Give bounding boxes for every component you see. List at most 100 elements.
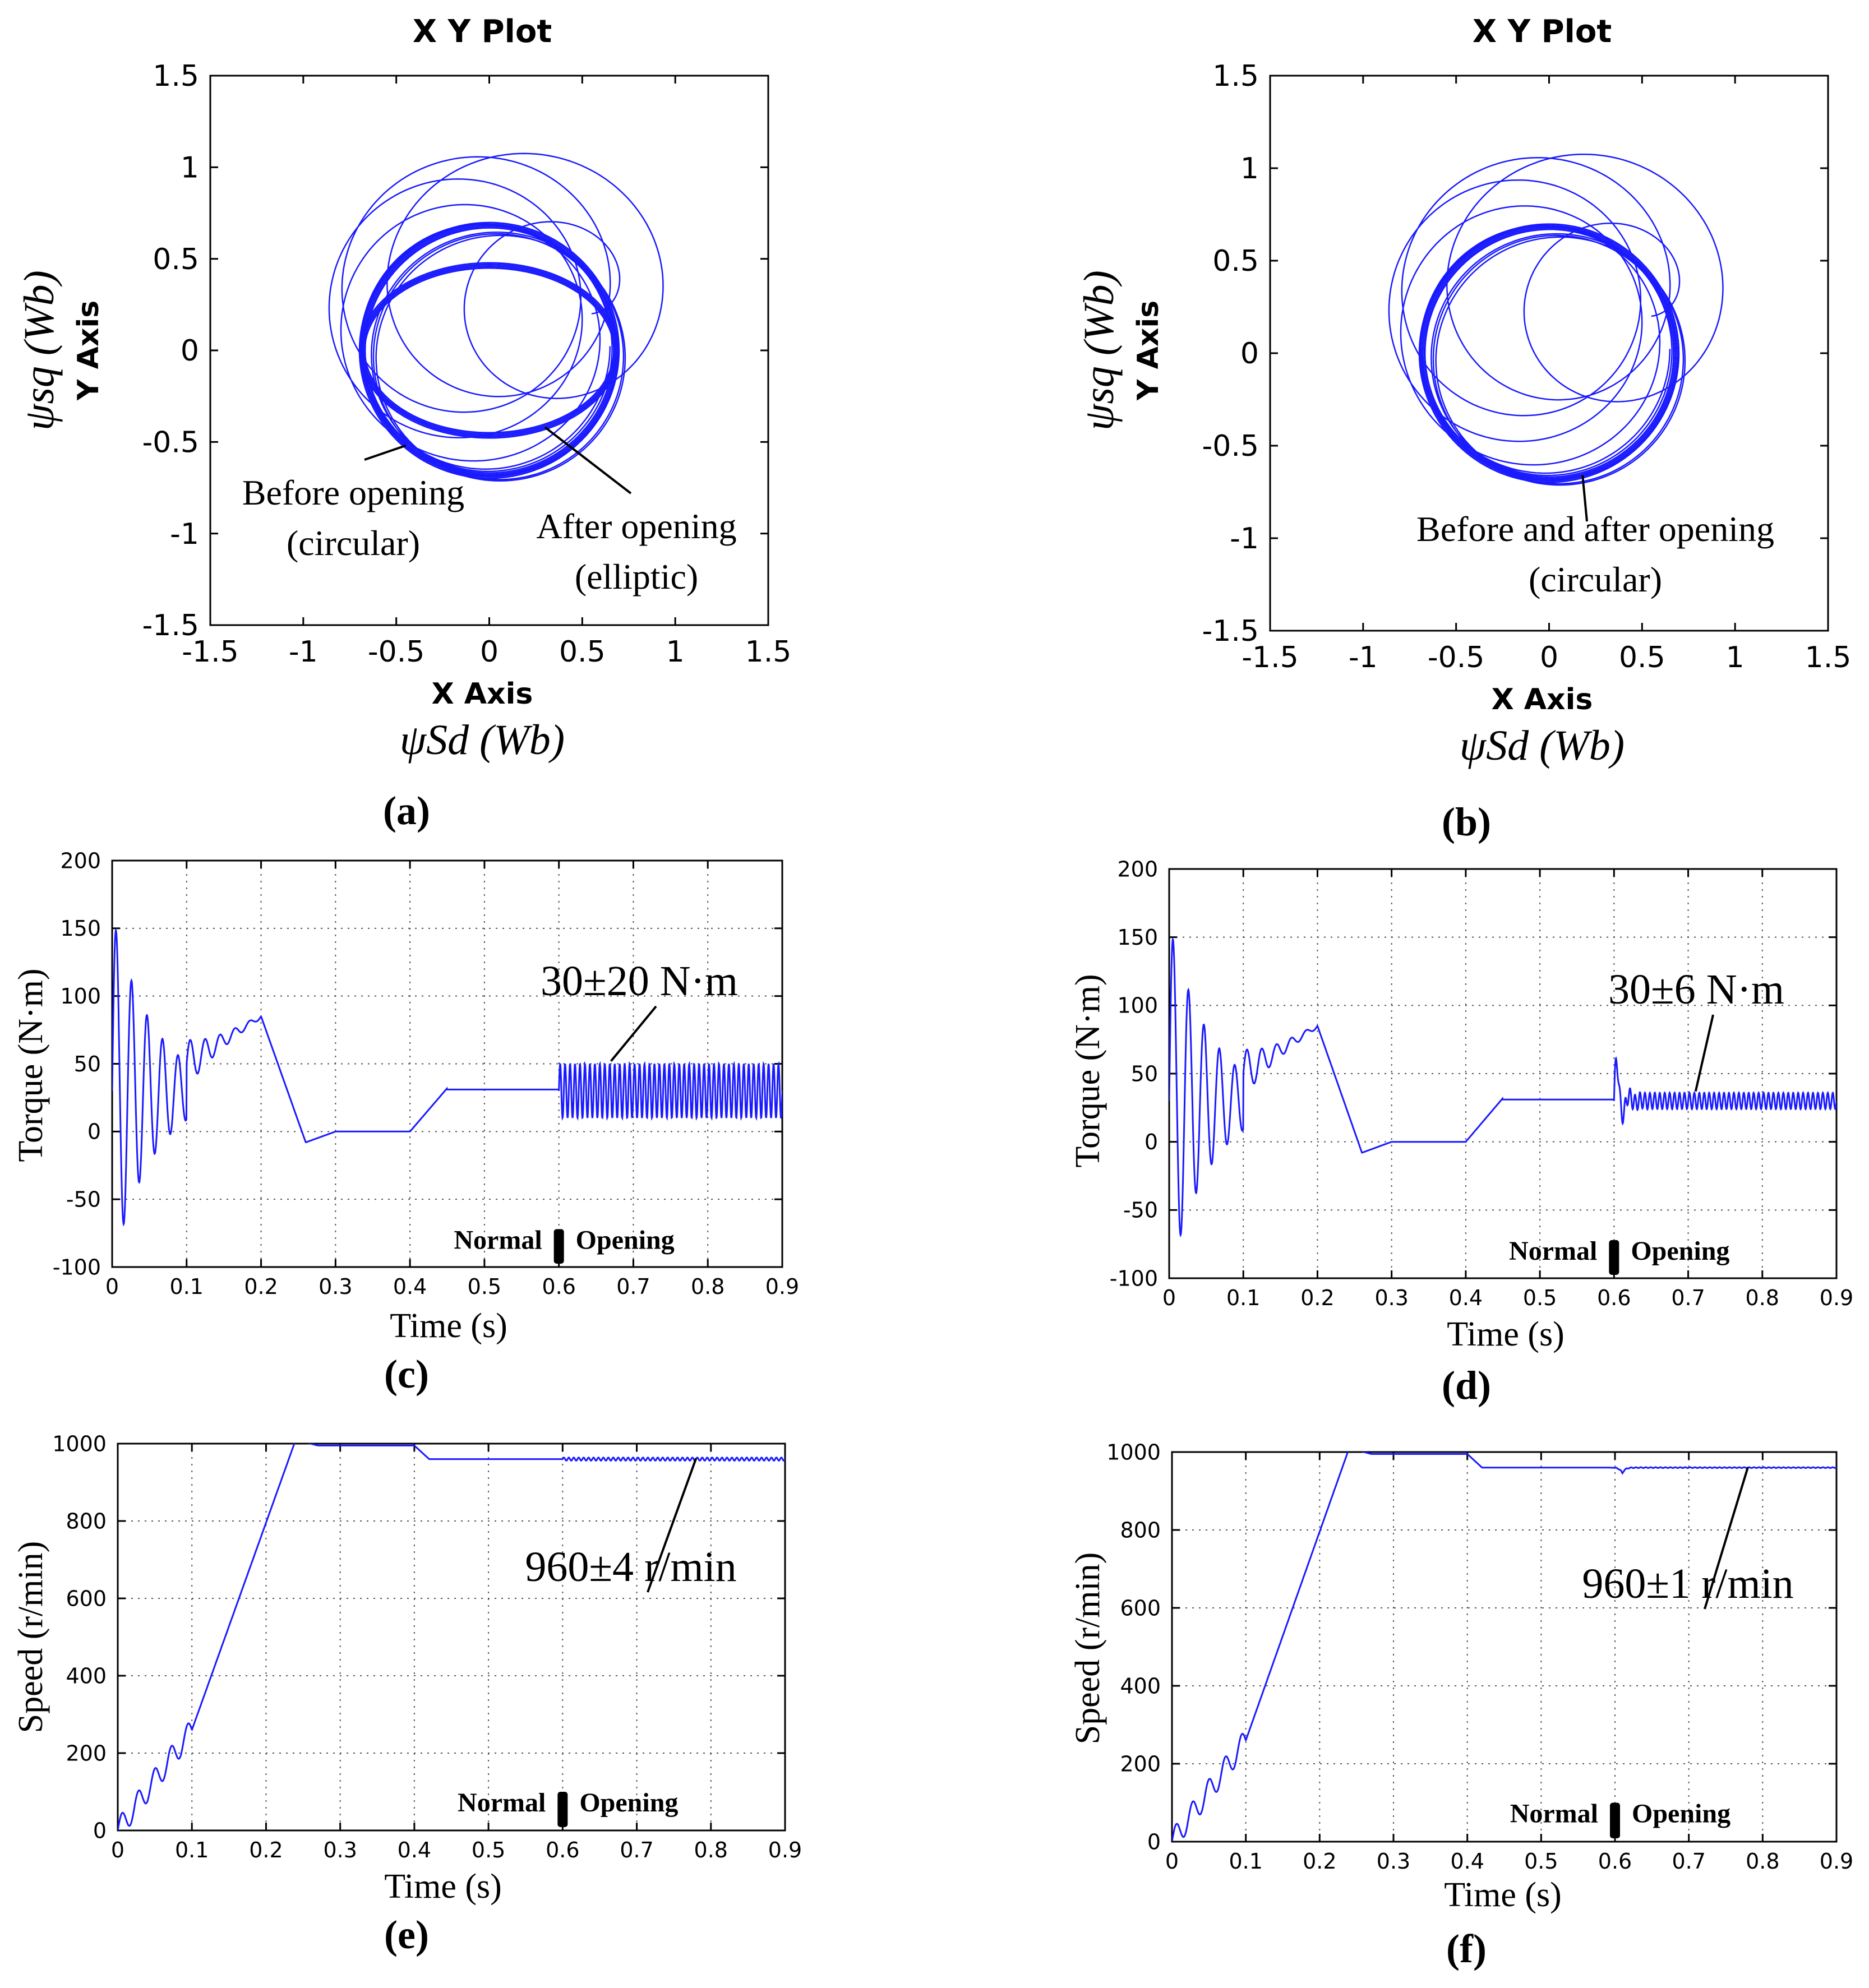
x-tick-label: 0.6 (546, 1838, 579, 1862)
y-tick-label: -0.5 (142, 426, 199, 460)
orbit-ellipse-1 (362, 265, 617, 436)
x-tick-label: 0.8 (691, 1274, 724, 1299)
y-tick-label: -1.5 (142, 609, 199, 642)
annotation-text: (elliptic) (575, 557, 698, 597)
y-tick-label: 0 (87, 1120, 101, 1144)
annotation-leader (1694, 1014, 1714, 1092)
data-series-line (1169, 937, 1836, 1238)
event-marker (1610, 1802, 1620, 1838)
y-tick-label: 0 (181, 334, 199, 368)
y-axis-label: Torque (N·m) (1069, 974, 1107, 1167)
event-label-before: Normal (1510, 1799, 1598, 1829)
x-quantity-label: ψSd (Wb) (400, 716, 565, 764)
y-tick-label: 0 (1147, 1829, 1161, 1854)
plot-area (112, 928, 782, 1227)
x-tick-label: 0.3 (323, 1838, 357, 1862)
x-axis-label: Time (s) (390, 1307, 507, 1345)
annotation-leader (544, 426, 632, 494)
x-tick-label: 0.4 (1449, 1286, 1483, 1310)
annotation-text: Before and after opening (1416, 509, 1774, 549)
orbit-circle-0 (1418, 223, 1680, 483)
chart-d: 0 0.1 0.2 0.3 0.4 0.5 0.6 0.7 0.8 0.9 -100 -50 0 50 10… (1069, 857, 1853, 1408)
event-label-before: Normal (454, 1225, 542, 1255)
y-tick-label: 100 (1117, 993, 1158, 1018)
x-tick-label: 0.8 (694, 1838, 728, 1862)
x-tick-label: 0.5 (468, 1274, 501, 1299)
x-tick-label: 1.5 (1805, 641, 1852, 674)
y-tick-label: 200 (60, 848, 101, 873)
x-tick-label: -1.5 (182, 635, 238, 669)
annotation-text: (circular) (1529, 560, 1662, 599)
chart-a: -1.5 -1 -0.5 0 0.5 1 1.5 -1.5 -1 -0.5 0 0.5 1 1.5 X Y … (16, 13, 791, 833)
panel-label: (c) (384, 1352, 429, 1397)
x-tick-label: 0.3 (1377, 1849, 1410, 1874)
x-axis-label: Time (s) (384, 1867, 502, 1906)
y-quantity-label: ψsq (Wb) (1076, 270, 1123, 431)
y-tick-label: -1 (170, 517, 199, 551)
plot-frame (1168, 868, 1838, 1279)
x-tick-label: 0.6 (542, 1274, 575, 1299)
event-label-after: Opening (1631, 1236, 1729, 1266)
chart-b: -1.5 -1 -0.5 0 0.5 1 1.5 -1.5 -1 -0.5 0 0.5 1 1.5 X Y … (1076, 13, 1851, 844)
x-tick-label: 0.1 (175, 1838, 209, 1862)
x-tick-label: 0.8 (1746, 1286, 1779, 1310)
y-tick-label: 0 (1240, 337, 1259, 371)
y-axis-label: Speed (r/min) (12, 1541, 50, 1733)
x-axis-label: Time (s) (1444, 1876, 1562, 1914)
y-tick-label: 1000 (1106, 1440, 1161, 1464)
x-tick-label: 0.2 (244, 1274, 278, 1299)
y-tick-label: 150 (1117, 925, 1158, 950)
y-tick-label: 800 (1120, 1518, 1161, 1542)
plot-frame (1269, 75, 1829, 632)
orbit-ellipse-1 (358, 262, 620, 439)
annotation-text: (circular) (287, 523, 420, 563)
x-tick-label: 0.3 (1374, 1286, 1408, 1310)
x-tick-label: 0 (1162, 1286, 1176, 1310)
x-tick-label: 0.1 (1226, 1286, 1260, 1310)
x-tick-label: 0.6 (1598, 1849, 1632, 1874)
y-tick-label: -1 (1230, 522, 1259, 556)
y-tick-label: -50 (66, 1187, 101, 1212)
annotation-leader (364, 444, 406, 461)
y-tick-label: 200 (1117, 857, 1158, 881)
x-tick-label: 0.9 (1820, 1286, 1853, 1310)
y-tick-label: 200 (66, 1741, 107, 1765)
event-marker (1609, 1240, 1619, 1275)
y-tick-label: 1 (181, 151, 199, 185)
x-tick-label: -1 (289, 635, 318, 669)
panel-label: (d) (1442, 1363, 1491, 1408)
y-tick-label: 1.5 (1212, 59, 1259, 93)
x-tick-label: -0.5 (1428, 641, 1484, 674)
annotation-leader (610, 1005, 657, 1062)
annotation-text: 30±6 N·m (1608, 966, 1784, 1013)
x-tick-label: 0 (1165, 1849, 1179, 1874)
x-axis-label: X Axis (432, 677, 533, 711)
x-tick-label: 0.7 (620, 1838, 653, 1862)
y-tick-label: 200 (1120, 1751, 1161, 1776)
x-tick-label: 0.2 (1300, 1286, 1334, 1310)
plot-frame (117, 1443, 786, 1832)
y-tick-label: 800 (66, 1509, 107, 1533)
event-label-after: Opening (579, 1788, 678, 1818)
y-tick-label: 400 (1120, 1673, 1161, 1698)
plot-area (328, 152, 664, 482)
x-tick-label: 0 (480, 635, 499, 669)
y-tick-label: 50 (1131, 1061, 1158, 1086)
chart-e: 0 0.1 0.2 0.3 0.4 0.5 0.6 0.7 0.8 0.9 0 200 400 600 80… (12, 1431, 802, 1957)
x-tick-label: 0.2 (1303, 1849, 1336, 1874)
x-axis-label: Time (s) (1447, 1315, 1565, 1353)
data-series-line (118, 1444, 785, 1830)
y-axis-label: Torque (N·m) (12, 968, 50, 1162)
data-series-line (112, 928, 782, 1227)
x-tick-label: -0.5 (368, 635, 424, 669)
event-label-after: Opening (576, 1225, 675, 1255)
annotation-text: Before opening (242, 473, 464, 512)
plot-frame (209, 75, 769, 626)
annotation-text: 960±4 r/min (525, 1543, 736, 1591)
panel-label: (f) (1446, 1926, 1487, 1971)
x-tick-label: 0 (105, 1274, 119, 1299)
annotation-leader (647, 1458, 698, 1593)
orbit-ellipse-1 (363, 267, 615, 434)
y-tick-label: 600 (1120, 1596, 1161, 1620)
x-tick-label: 0.4 (1450, 1849, 1484, 1874)
